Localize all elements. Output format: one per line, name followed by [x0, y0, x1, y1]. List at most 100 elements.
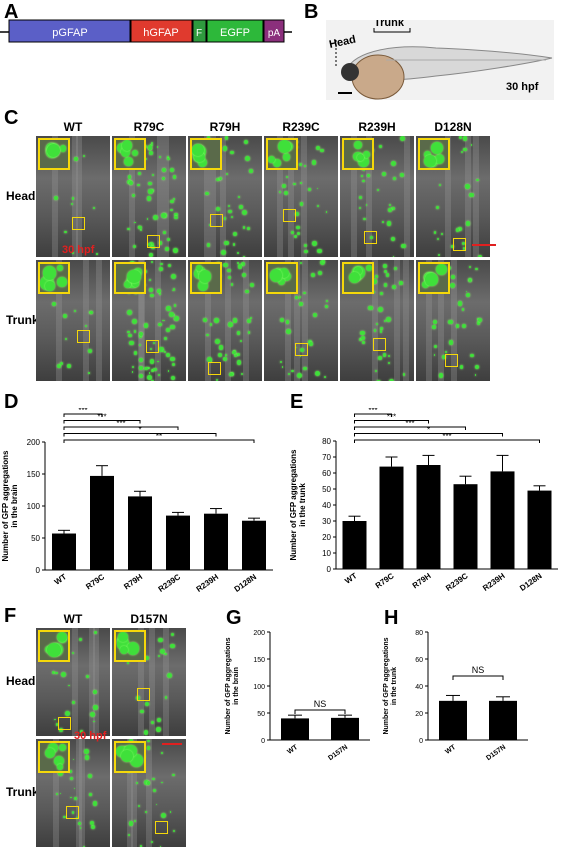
bar	[331, 717, 359, 740]
significance-label: ***	[387, 413, 396, 422]
selection-box	[146, 339, 160, 353]
scale-bar-c	[472, 244, 496, 246]
significance-label: ***	[405, 419, 414, 428]
bar	[128, 496, 152, 570]
significance-label: *	[427, 426, 430, 435]
x-tick-label: R239H	[195, 572, 221, 594]
bar	[489, 700, 517, 740]
significance-bracket	[63, 439, 255, 443]
y-tick-label: 150	[253, 657, 265, 664]
significance-bracket	[354, 433, 503, 437]
x-tick-label: WT	[286, 743, 300, 755]
micrograph	[416, 260, 490, 381]
selection-box	[146, 235, 160, 249]
trunk-label: Trunk	[374, 20, 405, 29]
y-tick-label: 60	[322, 469, 331, 478]
scale-bar-f	[162, 743, 182, 745]
significance-label: *	[138, 426, 141, 435]
significance-label: ***	[116, 419, 125, 428]
y-axis-label: in the trunk	[298, 483, 307, 527]
y-tick-label: 20	[322, 533, 331, 542]
panel-letter-b: B	[304, 1, 319, 23]
micrograph	[264, 260, 338, 381]
row-header: Trunk	[6, 312, 39, 327]
selection-box	[210, 214, 224, 228]
bar-chart-g: 0 50 100 150 200 WT D157N NS Number of GFP aggre…	[225, 630, 370, 762]
micrograph	[340, 260, 414, 381]
selection-box	[373, 337, 387, 351]
significance-label: ***	[78, 408, 87, 415]
zoom-inset	[114, 741, 146, 773]
head-label: Head	[328, 34, 357, 51]
y-tick-label: 80	[415, 630, 423, 637]
y-tick-label: 80	[322, 437, 331, 446]
segment-egfp	[206, 19, 264, 43]
y-tick-label: 50	[257, 711, 265, 718]
significance-bracket	[354, 426, 466, 430]
bar	[204, 513, 228, 570]
segment-pgfap	[8, 19, 131, 43]
selection-box	[445, 354, 459, 368]
zoom-inset	[38, 741, 70, 773]
selection-box	[136, 688, 150, 702]
column-header: R79H	[209, 120, 241, 134]
column-header: D128N	[434, 120, 472, 134]
zoom-inset	[114, 262, 146, 294]
segment-label-hgfap: hGFAP	[143, 27, 178, 39]
panel-letter-c: C	[4, 107, 19, 129]
significance-bracket	[63, 420, 141, 424]
y-axis-label: in the brain	[10, 484, 19, 527]
x-tick-label: WT	[343, 571, 358, 586]
micrograph	[36, 739, 110, 847]
panel-letter-d: D	[4, 391, 19, 413]
x-tick-label: R239H	[481, 571, 507, 593]
y-tick-label: 40	[415, 684, 423, 691]
y-tick-label: 0	[261, 738, 265, 745]
construct-diagram: pGFAP hGFAP F EGFP pA	[0, 19, 292, 43]
selection-box	[154, 820, 168, 834]
zoom-inset	[342, 138, 374, 170]
zoom-inset	[266, 138, 298, 170]
selection-box	[295, 342, 309, 356]
x-tick-label: R79C	[84, 572, 106, 591]
micrograph	[36, 260, 110, 381]
selection-box	[66, 806, 80, 820]
selection-box	[76, 330, 90, 344]
micrograph	[112, 739, 186, 847]
significance-label: ***	[442, 432, 451, 441]
x-tick-label: R79H	[122, 572, 144, 591]
segment-hgfap	[130, 19, 193, 43]
x-tick-label: WT	[444, 743, 458, 755]
zoom-inset	[342, 262, 374, 294]
zoom-inset	[190, 138, 222, 170]
significance-bracket	[294, 709, 346, 714]
segment-f	[192, 19, 207, 43]
selection-box	[283, 209, 297, 223]
bar	[281, 718, 309, 740]
column-header: R239C	[282, 120, 320, 134]
panel-letter-h: H	[384, 607, 399, 629]
segment-pa	[263, 19, 285, 43]
selection-box	[58, 717, 72, 731]
y-tick-label: 200	[253, 630, 265, 637]
micrograph	[36, 136, 110, 257]
zoom-inset	[266, 262, 298, 294]
y-tick-label: 50	[31, 534, 40, 543]
bar	[416, 465, 441, 569]
x-tick-label: R239C	[444, 571, 470, 593]
y-tick-label: 100	[27, 502, 41, 511]
significance-bracket	[354, 439, 540, 443]
bar-chart-h: 0 20 40 60 80 WT D157N NS Number of GFP aggregat…	[383, 630, 528, 762]
significance-label: ***	[97, 413, 106, 422]
significance-bracket	[63, 433, 217, 437]
bar	[166, 515, 190, 570]
bar	[342, 521, 367, 569]
significance-bracket	[63, 426, 179, 430]
y-axis-label: Number of GFP aggregations	[1, 450, 10, 562]
zoom-inset	[38, 138, 70, 170]
bar	[490, 471, 515, 569]
zoom-inset	[418, 138, 450, 170]
zoom-inset	[190, 262, 222, 294]
y-axis-label: in the brain	[233, 667, 240, 705]
